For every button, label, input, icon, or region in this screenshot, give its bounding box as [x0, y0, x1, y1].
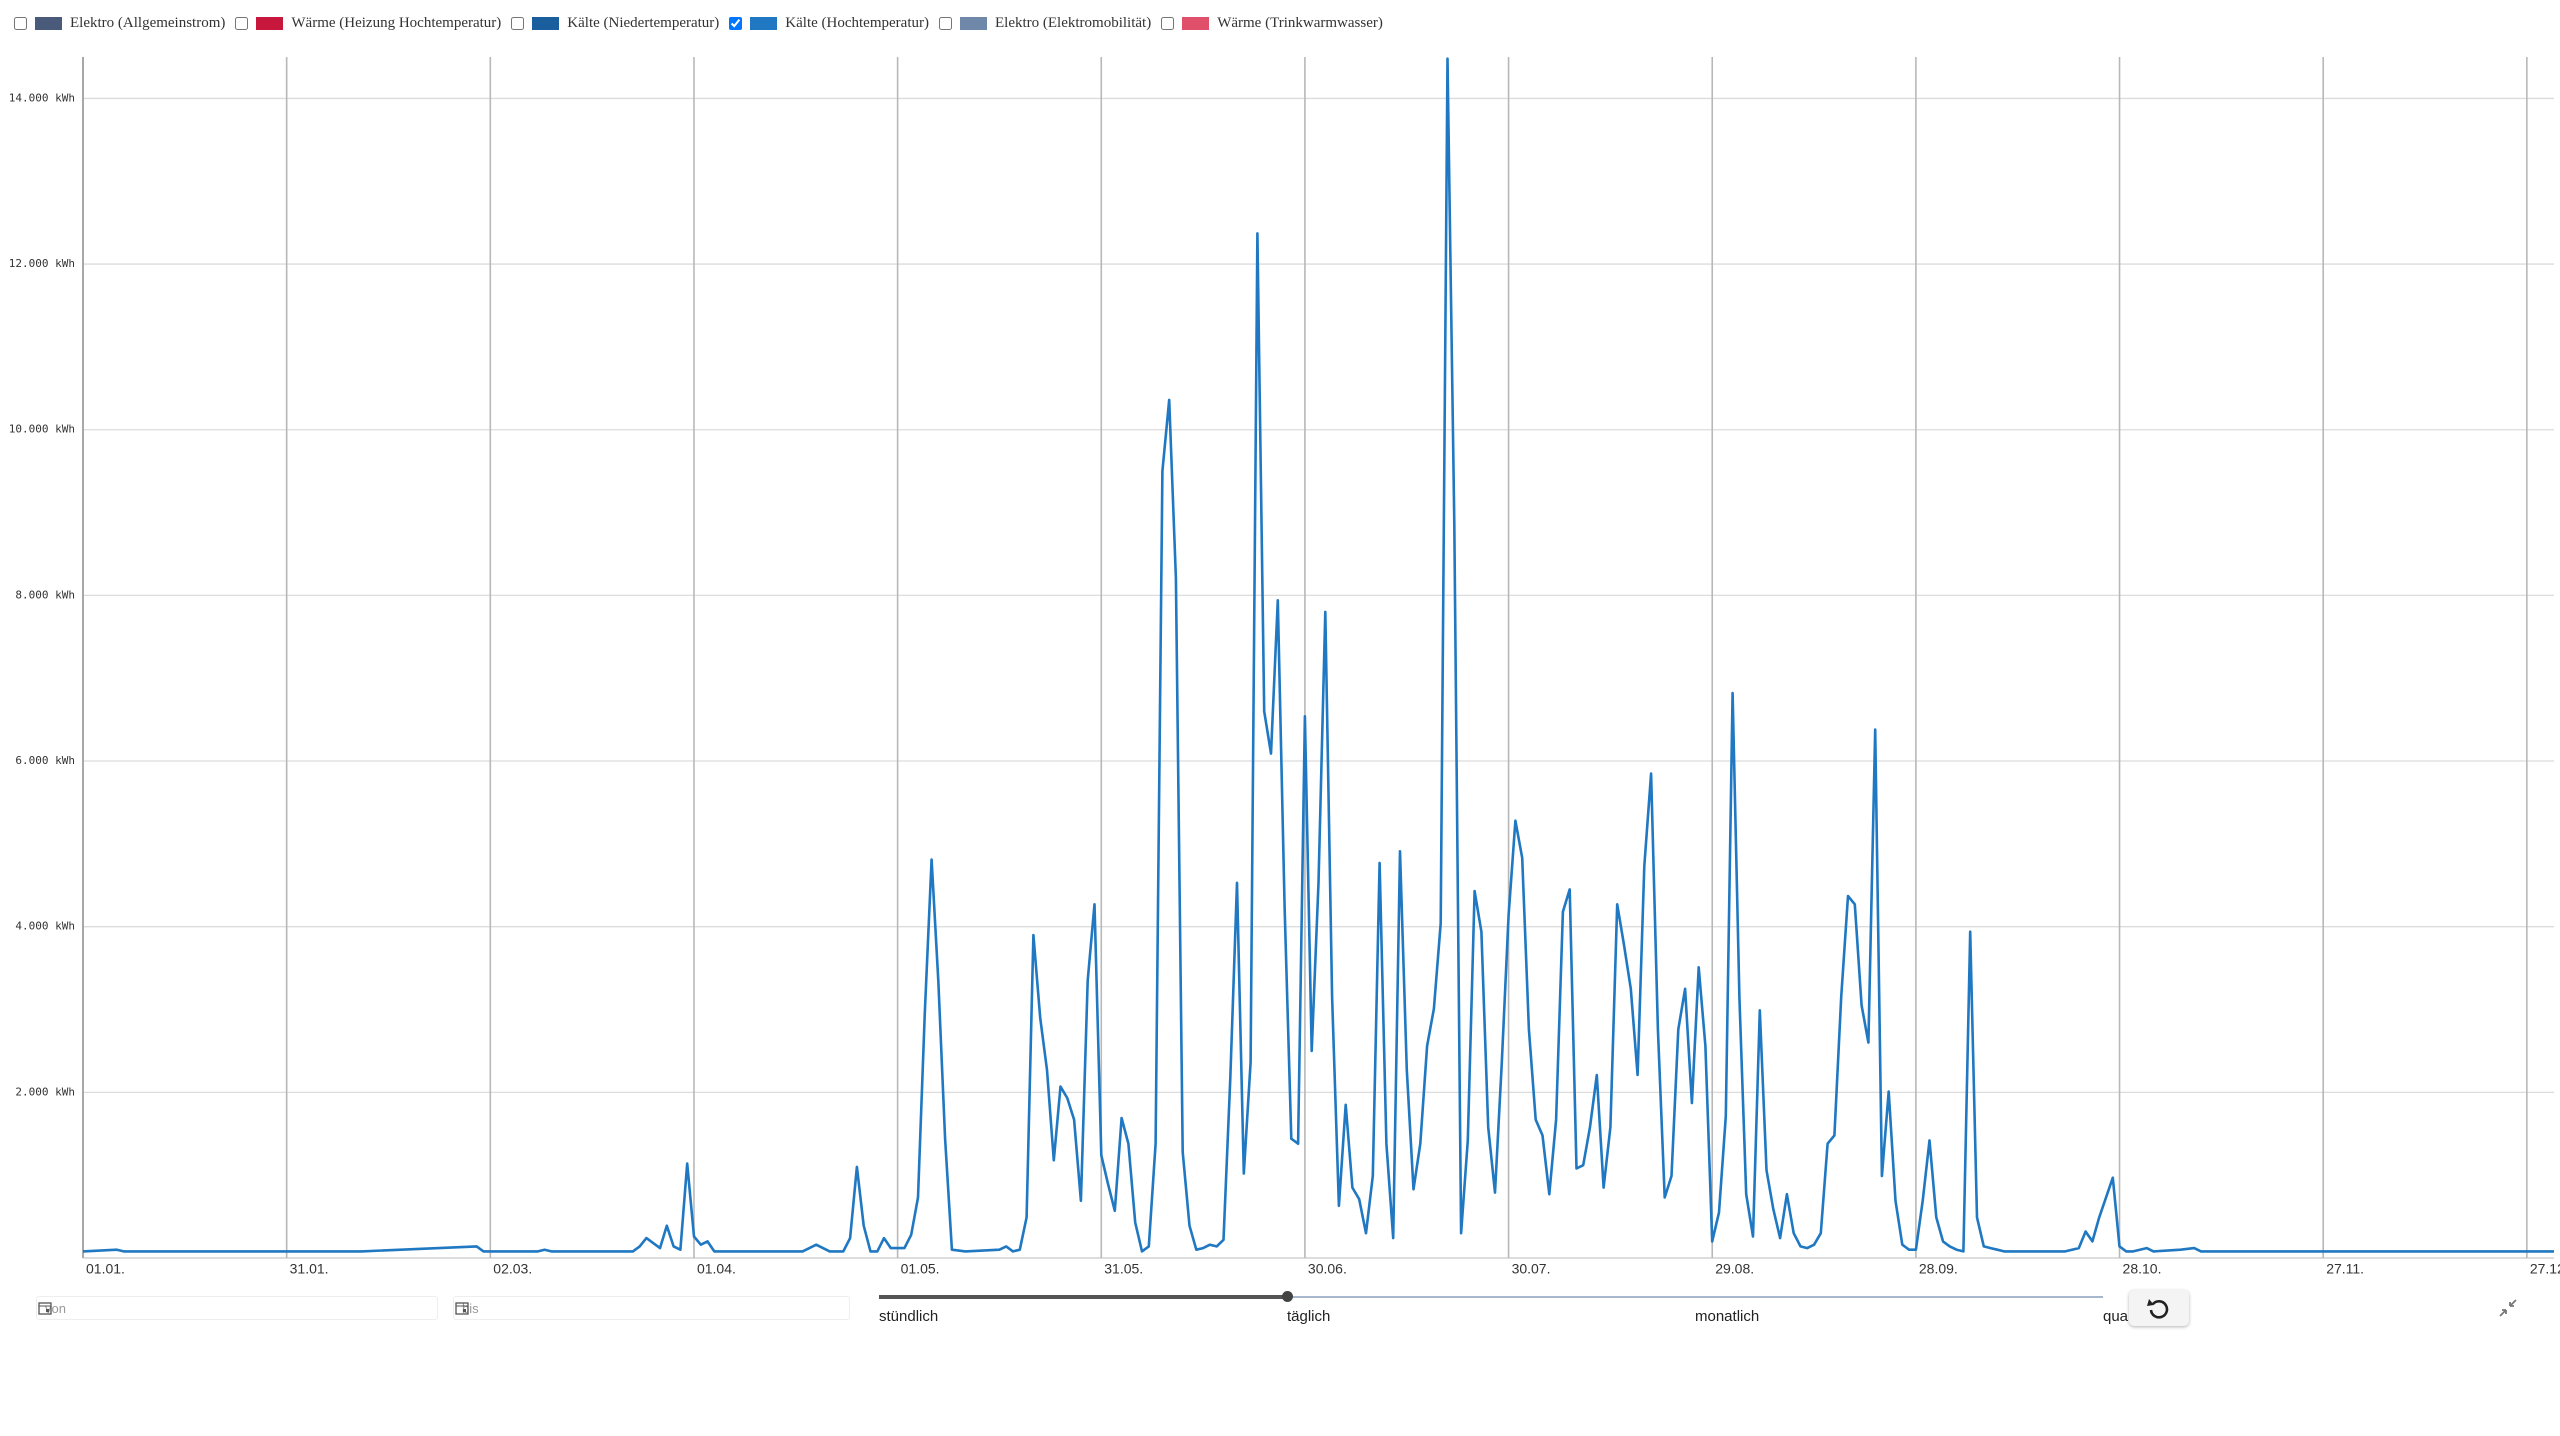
legend-checkbox[interactable] [938, 16, 952, 30]
resolution-label[interactable]: täglich [1287, 1308, 1331, 1325]
legend-swatch [1182, 16, 1210, 30]
x-tick-label: 31.05. [1104, 1261, 1143, 1277]
resolution-label[interactable]: stündlich [879, 1308, 939, 1325]
x-tick-label: 28.10. [2123, 1261, 2162, 1277]
calendar-icon[interactable] [37, 1300, 53, 1316]
legend-item[interactable]: Wärme (Trinkwarmwasser) [1161, 15, 1383, 32]
legend-swatch [750, 16, 778, 30]
y-tick-label: 14.000 kWh [9, 91, 75, 104]
calendar-icon[interactable] [454, 1300, 470, 1316]
legend-label: Kälte (Hochtemperatur) [785, 14, 929, 31]
legend-checkbox[interactable] [729, 16, 743, 30]
y-tick-label: 6.000 kWh [15, 754, 75, 767]
x-tick-label: 28.09. [1919, 1261, 1958, 1277]
x-tick-label: 02.03. [493, 1261, 532, 1277]
legend-swatch [959, 16, 987, 30]
resolution-label[interactable]: quar [2103, 1308, 2134, 1325]
x-tick-label: 01.05. [901, 1261, 940, 1277]
reset-icon [2147, 1299, 2169, 1319]
legend-item[interactable]: Elektro (Elektromobilität) [938, 14, 1152, 32]
legend-label: Wärme (Heizung Hochtemperatur) [291, 14, 502, 31]
legend-label: Wärme (Trinkwarmwasser) [1217, 14, 1383, 31]
to-placeholder: bis [462, 1301, 479, 1316]
x-tick-label: 01.04. [697, 1261, 736, 1277]
reset-button[interactable] [2129, 1290, 2189, 1326]
y-tick-label: 12.000 kWh [9, 257, 75, 270]
x-tick-label: 29.08. [1715, 1261, 1754, 1277]
y-tick-label: 10.000 kWh [9, 423, 75, 436]
legend-item[interactable]: Kälte (Hochtemperatur) [729, 15, 929, 32]
legend-swatch [35, 16, 62, 30]
x-tick-label: 30.06. [1308, 1261, 1347, 1277]
x-tick-label: 27.11. [2326, 1261, 2364, 1277]
x-tick-label: 01.01. [86, 1261, 125, 1277]
y-tick-label: 8.000 kWh [15, 588, 75, 601]
resolution-label[interactable]: monatlich [1695, 1308, 1760, 1325]
slider-fill [879, 1295, 1287, 1299]
legend-item[interactable]: Wärme (Heizung Hochtemperatur) [235, 15, 501, 32]
legend-label: Kälte (Niedertemperatur) [567, 14, 720, 31]
x-tick-label: 31.01. [290, 1261, 329, 1277]
legend-item[interactable]: Elektro (Allgemeinstrom) [14, 15, 225, 32]
to-input[interactable]: bis [453, 1296, 850, 1320]
legend-checkbox[interactable] [511, 16, 525, 30]
legend-checkbox[interactable] [14, 16, 27, 30]
legend-label: Elektro (Allgemeinstrom) [70, 14, 226, 31]
y-tick-label: 4.000 kWh [15, 920, 75, 933]
legend-checkbox[interactable] [235, 16, 249, 30]
resolution-slider[interactable] [879, 1290, 2103, 1330]
legend-swatch [532, 16, 560, 30]
y-tick-label: 2.000 kWh [15, 1085, 75, 1098]
chart: 2.000 kWh 4.000 kWh 6.000 kWh 8.000 kWh 10.0… [9, 57, 2560, 1277]
legend-checkbox[interactable] [1161, 16, 1175, 30]
legend-label: Elektro (Elektromobilität) [994, 14, 1152, 31]
legend-swatch [256, 16, 284, 30]
from-placeholder: von [45, 1301, 66, 1316]
legend: Elektro (Allgemeinstrom) Wärme (Heizung H… [14, 10, 1393, 36]
data-line [82, 57, 2554, 1253]
legend-item[interactable]: Kälte (Niedertemperatur) [511, 15, 719, 32]
slider-knob[interactable] [1282, 1291, 1293, 1302]
x-tick-label: 30.07. [1512, 1261, 1551, 1277]
x-tick-label: 27.12. [2530, 1261, 2560, 1277]
from-input[interactable]: von [36, 1296, 438, 1320]
collapse-icon[interactable] [2496, 1296, 2520, 1320]
slider-track [879, 1296, 2103, 1298]
